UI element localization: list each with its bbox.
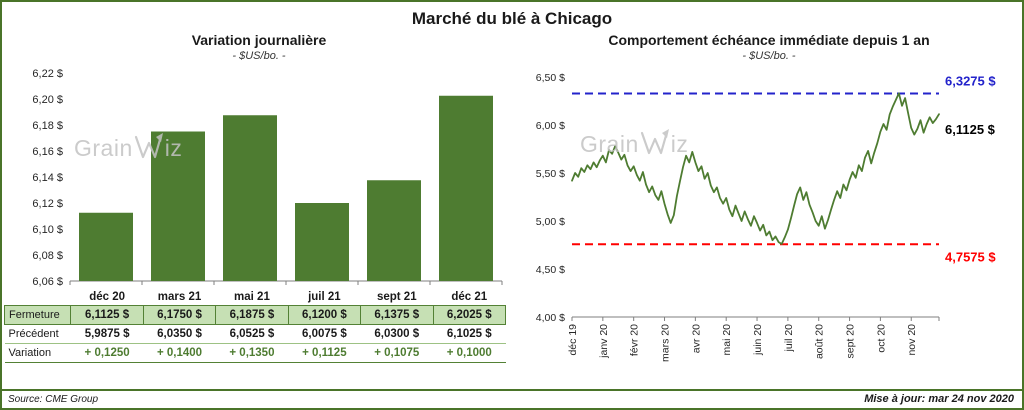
svg-text:janv 20: janv 20 — [598, 324, 610, 359]
previous-value: 6,0350 $ — [143, 324, 216, 344]
table-row-close: Fermeture 6,1125 $ 6,1750 $ 6,1875 $ 6,1… — [3, 305, 506, 325]
svg-text:juin 20: juin 20 — [752, 324, 764, 356]
svg-text:6,22 $: 6,22 $ — [32, 68, 63, 80]
svg-text:6,3275 $: 6,3275 $ — [945, 74, 996, 89]
table-header-row: déc 20 mars 21 mai 21 juil 21 sept 21 dé… — [5, 289, 506, 306]
charts-row: Variation journalière - $US/bo. - 6,06 $… — [2, 31, 1022, 365]
variation-value: + 0,1075 — [360, 343, 433, 363]
previous-value: 6,0075 $ — [288, 324, 361, 344]
line-chart-title: Comportement échéance immédiate depuis 1… — [608, 32, 930, 48]
col-header: déc 21 — [451, 291, 488, 303]
close-value: 6,2025 $ — [432, 305, 506, 325]
line-chart-subtitle: - $US/bo. - — [742, 50, 796, 62]
close-value: 6,1750 $ — [142, 305, 217, 325]
daily-variation-panel: Variation journalière - $US/bo. - 6,06 $… — [2, 31, 516, 365]
svg-text:sept 20: sept 20 — [845, 324, 857, 359]
update-timestamp: Mise à jour: mar 24 nov 2020 — [864, 393, 1014, 405]
svg-text:6,18 $: 6,18 $ — [32, 120, 63, 132]
svg-text:6,08 $: 6,08 $ — [32, 250, 63, 262]
svg-text:oct 20: oct 20 — [875, 324, 887, 353]
page-title: Marché du blé à Chicago — [411, 9, 613, 28]
svg-text:juil 20: juil 20 — [783, 324, 795, 353]
svg-text:févr 20: févr 20 — [629, 324, 641, 356]
variation-value: + 0,1125 — [288, 343, 361, 363]
previous-value: 6,0300 $ — [360, 324, 433, 344]
close-value: 6,1125 $ — [70, 305, 144, 325]
col-header: mars 21 — [157, 291, 202, 303]
col-header: sept 21 — [376, 291, 417, 303]
bar-chart-subtitle: - $US/bo. - — [232, 50, 286, 62]
svg-text:nov 20: nov 20 — [906, 324, 918, 356]
previous-value: 6,1025 $ — [433, 324, 506, 344]
svg-text:4,7575 $: 4,7575 $ — [945, 249, 996, 264]
source-credit: Source: CME Group — [8, 393, 99, 405]
variation-value: + 0,1250 — [70, 343, 144, 363]
front-month-panel: Comportement échéance immédiate depuis 1… — [516, 31, 1022, 365]
row-label-variation: Variation — [4, 343, 71, 363]
daily-variation-bar-chart: 6,06 $ 6,08 $ 6,10 $ 6,12 $ 6,14 $ 6,16 $ 6,18… — [32, 68, 503, 288]
svg-text:4,50 $: 4,50 $ — [536, 264, 565, 276]
svg-text:6,06 $: 6,06 $ — [32, 276, 63, 288]
variation-value: + 0,1000 — [433, 343, 506, 363]
bar-chart-title: Variation journalière — [191, 32, 327, 48]
previous-value: 6,0525 $ — [215, 324, 289, 344]
svg-text:6,16 $: 6,16 $ — [32, 146, 63, 158]
footer-bar: Source: CME Group Mise à jour: mar 24 no… — [2, 389, 1022, 408]
variation-value: + 0,1350 — [215, 343, 289, 363]
close-value: 6,1200 $ — [287, 305, 362, 325]
svg-text:mai 20: mai 20 — [721, 324, 733, 356]
svg-text:5,00 $: 5,00 $ — [536, 216, 565, 228]
svg-text:4,00 $: 4,00 $ — [536, 312, 565, 324]
close-value: 6,1875 $ — [215, 305, 289, 325]
svg-text:6,00 $: 6,00 $ — [536, 120, 565, 132]
svg-text:6,14 $: 6,14 $ — [32, 172, 63, 184]
col-header: déc 20 — [89, 291, 125, 303]
variation-value: + 0,1400 — [143, 343, 216, 363]
price-table: déc 20 mars 21 mai 21 juil 21 sept 21 dé… — [3, 289, 506, 363]
svg-text:6,1125 $: 6,1125 $ — [945, 122, 996, 137]
svg-text:déc 19: déc 19 — [567, 324, 579, 356]
svg-text:5,50 $: 5,50 $ — [536, 168, 565, 180]
table-corner-cell — [5, 289, 71, 306]
col-header: juil 21 — [308, 291, 341, 303]
previous-value: 5,9875 $ — [70, 324, 144, 344]
table-row-previous: Précédent 5,9875 $ 6,0350 $ 6,0525 $ 6,0… — [4, 324, 506, 344]
table-row-variation: Variation + 0,1250 + 0,1400 + 0,1350 + 0… — [4, 343, 506, 363]
svg-text:6,12 $: 6,12 $ — [32, 198, 63, 210]
svg-text:6,10 $: 6,10 $ — [32, 224, 63, 236]
svg-text:août 20: août 20 — [814, 324, 826, 359]
svg-text:avr 20: avr 20 — [690, 324, 702, 353]
front-month-line-chart: 4,00 $ 4,50 $ 5,00 $ 5,50 $ 6,00 $ 6,50 $ déc … — [536, 72, 997, 362]
svg-text:6,50 $: 6,50 $ — [536, 72, 565, 84]
close-value: 6,1375 $ — [360, 305, 434, 325]
svg-text:6,20 $: 6,20 $ — [32, 94, 63, 106]
row-label-close: Fermeture — [3, 305, 72, 325]
row-label-previous: Précédent — [4, 324, 71, 344]
col-header: mai 21 — [234, 291, 270, 303]
svg-text:mars 20: mars 20 — [660, 324, 672, 362]
